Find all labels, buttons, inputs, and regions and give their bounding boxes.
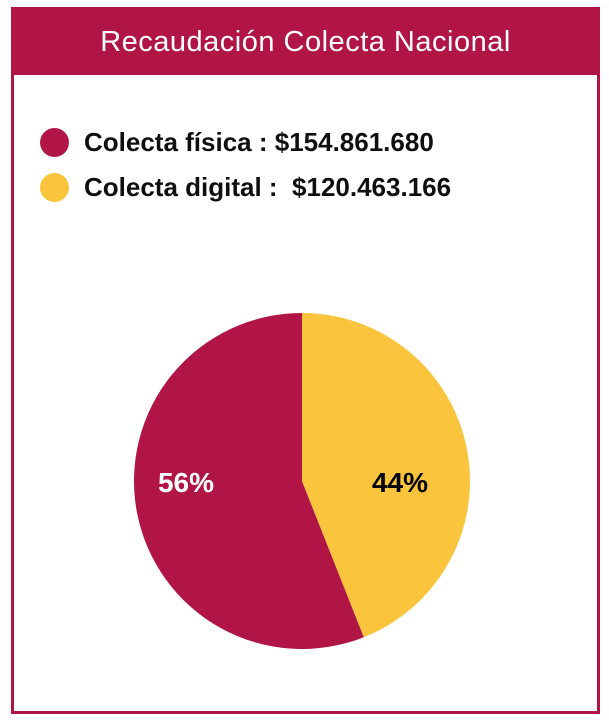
card-frame: Recaudación Colecta Nacional Colecta fís… <box>11 7 600 714</box>
pie-slice-colecta-fisica[interactable] <box>134 313 364 649</box>
legend-color-dot-digital <box>40 173 69 202</box>
chart-title: Recaudación Colecta Nacional <box>100 26 511 58</box>
legend: Colecta física : $154.861.680 Colecta di… <box>40 127 452 218</box>
pie-slice-colecta-digital[interactable] <box>302 313 470 638</box>
legend-item-label: Colecta física : $154.861.680 <box>84 127 434 157</box>
legend-item-label: Colecta digital : $120.463.166 <box>84 172 452 202</box>
legend-color-dot-fisica <box>40 128 69 157</box>
pie-svg <box>134 313 470 649</box>
legend-item: Colecta física : $154.861.680 <box>40 127 451 157</box>
legend-item: Colecta digital : $120.463.166 <box>40 172 452 202</box>
chart-title-bar: Recaudación Colecta Nacional <box>14 10 597 75</box>
pie-chart: 56% 44% <box>134 313 470 649</box>
